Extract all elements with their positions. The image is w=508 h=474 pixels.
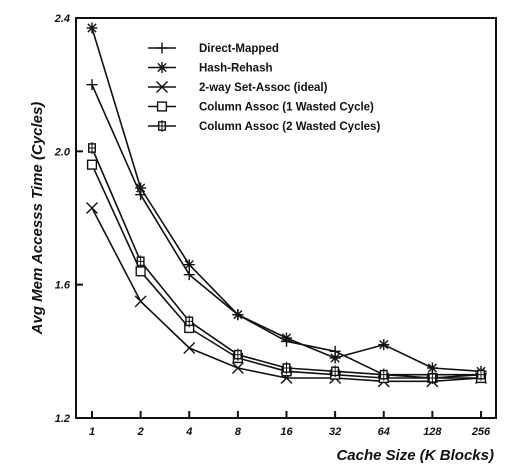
data-point bbox=[87, 141, 96, 155]
legend-marker bbox=[156, 62, 168, 73]
series-line bbox=[91, 207, 482, 383]
data-point bbox=[231, 362, 244, 374]
data-point bbox=[135, 266, 146, 277]
x-tick-label: 4 bbox=[185, 426, 192, 438]
data-point bbox=[86, 202, 98, 214]
data-point bbox=[282, 361, 291, 375]
legend: Direct-Mapped Hash-Rehash 2-way Set-Assoc … bbox=[148, 42, 380, 133]
data-point bbox=[183, 269, 195, 281]
x-tick-label: 8 bbox=[235, 426, 242, 438]
data-point bbox=[379, 368, 388, 381]
data-point bbox=[86, 159, 98, 170]
legend-label: 2-way Set-Assoc (ideal) bbox=[199, 82, 328, 94]
data-point bbox=[331, 365, 340, 378]
series-3 bbox=[86, 202, 487, 388]
data-point bbox=[426, 362, 438, 374]
series-4 bbox=[86, 159, 487, 384]
data-point bbox=[134, 295, 147, 308]
data-point bbox=[185, 315, 194, 328]
data-point bbox=[232, 309, 244, 321]
data-point bbox=[329, 352, 341, 364]
data-point bbox=[135, 182, 147, 194]
legend-marker bbox=[156, 81, 168, 93]
series-line bbox=[91, 27, 482, 373]
x-axis: 1 2 4 8 16 32 64 128 256 bbox=[89, 411, 491, 438]
legend-marker bbox=[157, 119, 166, 133]
x-tick-label: 256 bbox=[471, 426, 491, 438]
data-point bbox=[136, 255, 145, 268]
y-tick-label: 2.0 bbox=[54, 146, 71, 158]
plot-border bbox=[75, 17, 497, 419]
legend-item: 2-way Set-Assoc (ideal) bbox=[148, 81, 328, 94]
x-axis-title: Cache Size (K Blocks) bbox=[336, 447, 494, 464]
legend-label: Column Assoc (1 Wasted Cycle) bbox=[199, 102, 374, 114]
y-tick-label: 2.4 bbox=[54, 13, 70, 25]
x-tick-label: 64 bbox=[378, 426, 390, 438]
data-point bbox=[233, 348, 242, 361]
legend-marker bbox=[156, 42, 168, 54]
legend-label: Direct-Mapped bbox=[199, 43, 279, 55]
data-point bbox=[183, 259, 195, 271]
data-point bbox=[86, 22, 98, 34]
plot-frame bbox=[75, 17, 497, 419]
series-5 bbox=[87, 141, 486, 385]
legend-item: Hash-Rehash bbox=[148, 62, 273, 75]
x-tick-label: 128 bbox=[423, 426, 442, 438]
x-tick-label: 16 bbox=[280, 426, 293, 438]
legend-label: Column Assoc (2 Wasted Cycles) bbox=[199, 121, 380, 133]
series-2 bbox=[86, 22, 487, 377]
legend-marker bbox=[156, 101, 168, 112]
series-lines bbox=[86, 22, 487, 388]
x-tick-label: 32 bbox=[329, 426, 341, 438]
y-tick-label: 1.2 bbox=[55, 413, 70, 425]
data-point bbox=[477, 368, 486, 381]
legend-label: Hash-Rehash bbox=[199, 63, 273, 75]
data-point bbox=[183, 342, 196, 354]
y-axis-title: Avg Mem Accesss Time (Cycles) bbox=[29, 102, 46, 336]
legend-item: Direct-Mapped bbox=[148, 42, 279, 55]
y-axis: 1.2 1.6 2.0 2.4 bbox=[54, 13, 83, 425]
legend-item: Column Assoc (2 Wasted Cycles) bbox=[148, 119, 380, 133]
data-point bbox=[86, 79, 98, 91]
x-tick-label: 2 bbox=[137, 426, 144, 438]
y-tick-label: 1.6 bbox=[55, 280, 71, 292]
data-point bbox=[378, 339, 390, 351]
data-point bbox=[428, 371, 437, 385]
data-point bbox=[281, 332, 292, 344]
legend-item: Column Assoc (1 Wasted Cycle) bbox=[148, 101, 374, 114]
x-tick-label: 1 bbox=[89, 426, 95, 438]
